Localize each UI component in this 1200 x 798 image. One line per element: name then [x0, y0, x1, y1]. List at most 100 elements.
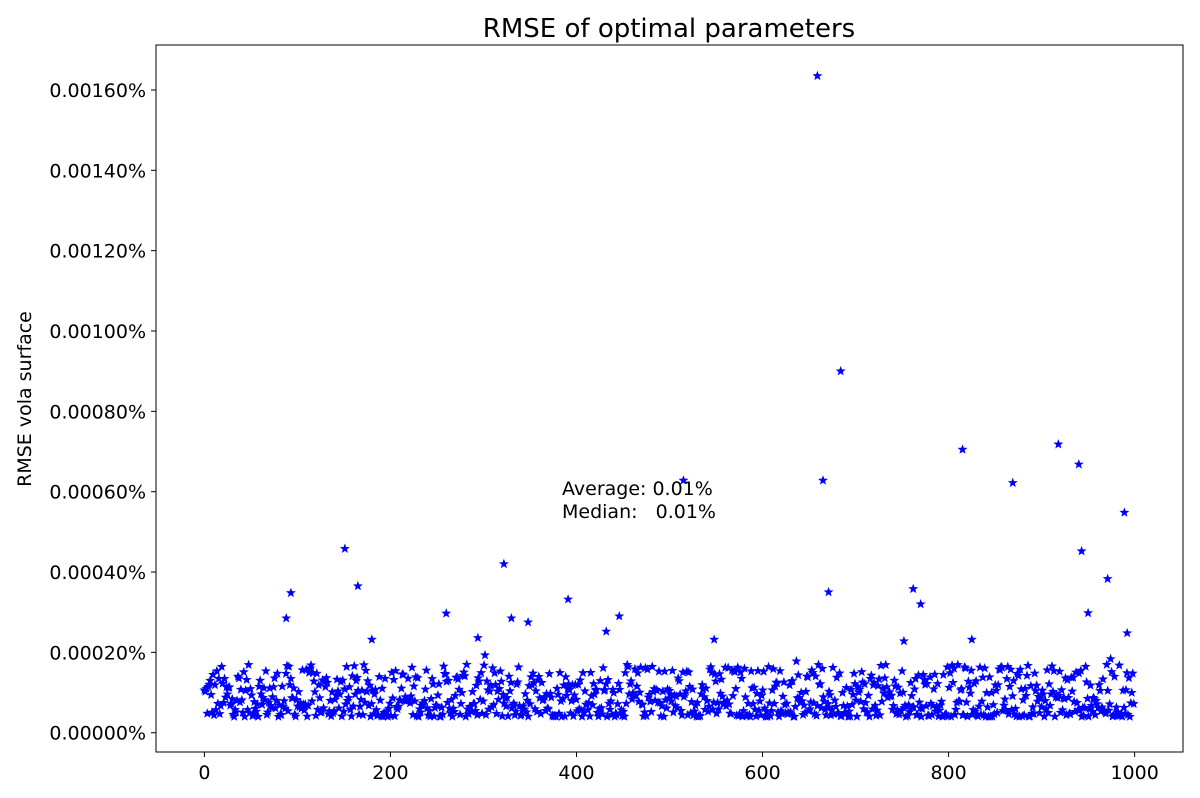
data-point [1040, 695, 1051, 705]
data-point [619, 711, 630, 721]
data-point [754, 696, 765, 706]
data-point [688, 709, 699, 720]
y-tick-label: 0.00120% [49, 241, 146, 263]
data-point [887, 704, 898, 714]
data-point [712, 697, 723, 707]
data-point [473, 672, 484, 683]
data-point [909, 684, 920, 694]
data-point [237, 707, 248, 717]
data-point [456, 698, 466, 709]
data-point [472, 632, 483, 643]
data-point [703, 701, 714, 711]
data-point [239, 711, 250, 721]
data-point [819, 696, 830, 706]
data-point [345, 704, 356, 714]
data-point [848, 689, 859, 699]
data-point [800, 707, 810, 718]
data-point [1116, 708, 1127, 718]
data-point [998, 705, 1008, 716]
data-point [498, 689, 509, 699]
data-point [915, 598, 926, 609]
y-tick-label: 0.00160% [49, 80, 146, 102]
data-point [552, 683, 563, 693]
data-point [767, 684, 778, 695]
data-point [343, 692, 354, 703]
data-point [778, 677, 789, 687]
data-point [284, 679, 295, 690]
data-point [847, 699, 858, 709]
data-point [984, 671, 995, 682]
data-point [616, 704, 627, 715]
data-point [1085, 680, 1096, 690]
data-point [218, 697, 229, 708]
data-point [947, 660, 958, 670]
data-point [958, 709, 969, 720]
data-point [762, 711, 773, 721]
data-point [444, 703, 455, 713]
data-point [713, 704, 724, 714]
data-point [1089, 693, 1100, 704]
data-point [448, 703, 459, 713]
data-point [659, 666, 670, 676]
data-point [612, 698, 623, 709]
data-point [1029, 668, 1040, 678]
data-point [1073, 459, 1084, 469]
data-point [398, 669, 409, 680]
data-point [512, 676, 523, 687]
data-point [751, 711, 761, 721]
data-point [1025, 680, 1036, 691]
data-point [446, 694, 457, 705]
data-point [513, 661, 524, 672]
x-axis: 0 200 400 600 800 1000 [198, 752, 1159, 784]
data-point [884, 686, 895, 697]
data-point [1102, 685, 1113, 695]
data-point [254, 681, 265, 691]
data-point [1034, 707, 1045, 718]
data-point [475, 694, 486, 704]
data-point [809, 708, 820, 719]
data-point [243, 659, 254, 670]
data-point [1119, 702, 1130, 712]
data-point [928, 683, 939, 694]
data-point [573, 679, 584, 689]
data-point [502, 692, 513, 702]
data-point [445, 707, 456, 718]
data-point [477, 708, 488, 718]
data-point [222, 689, 233, 699]
data-point [358, 659, 369, 670]
data-point [680, 686, 691, 696]
data-point [353, 685, 364, 695]
data-point [558, 680, 569, 690]
data-point [722, 695, 733, 705]
data-point [1048, 665, 1059, 676]
data-point [318, 702, 329, 713]
data-point [380, 673, 390, 683]
data-point [596, 702, 607, 713]
data-point [543, 704, 554, 714]
data-point [509, 709, 520, 720]
data-point [428, 679, 439, 689]
data-point [497, 710, 508, 721]
data-point [660, 694, 671, 705]
data-point [808, 697, 819, 708]
data-point [279, 695, 290, 706]
data-point [1117, 711, 1128, 721]
data-point [860, 697, 871, 708]
data-point [1122, 709, 1133, 720]
data-point [703, 706, 713, 716]
data-point [1063, 692, 1074, 702]
data-point [1081, 676, 1092, 687]
data-point [427, 673, 438, 684]
data-point [799, 700, 810, 710]
data-point [212, 698, 223, 708]
data-point [801, 686, 811, 696]
data-point [881, 681, 892, 692]
data-point [1122, 627, 1133, 638]
data-point [1039, 711, 1050, 721]
data-point [1023, 660, 1033, 670]
data-point [299, 705, 310, 715]
data-point [262, 707, 273, 717]
data-point [946, 711, 957, 721]
data-point [721, 700, 732, 711]
data-point [759, 703, 770, 713]
